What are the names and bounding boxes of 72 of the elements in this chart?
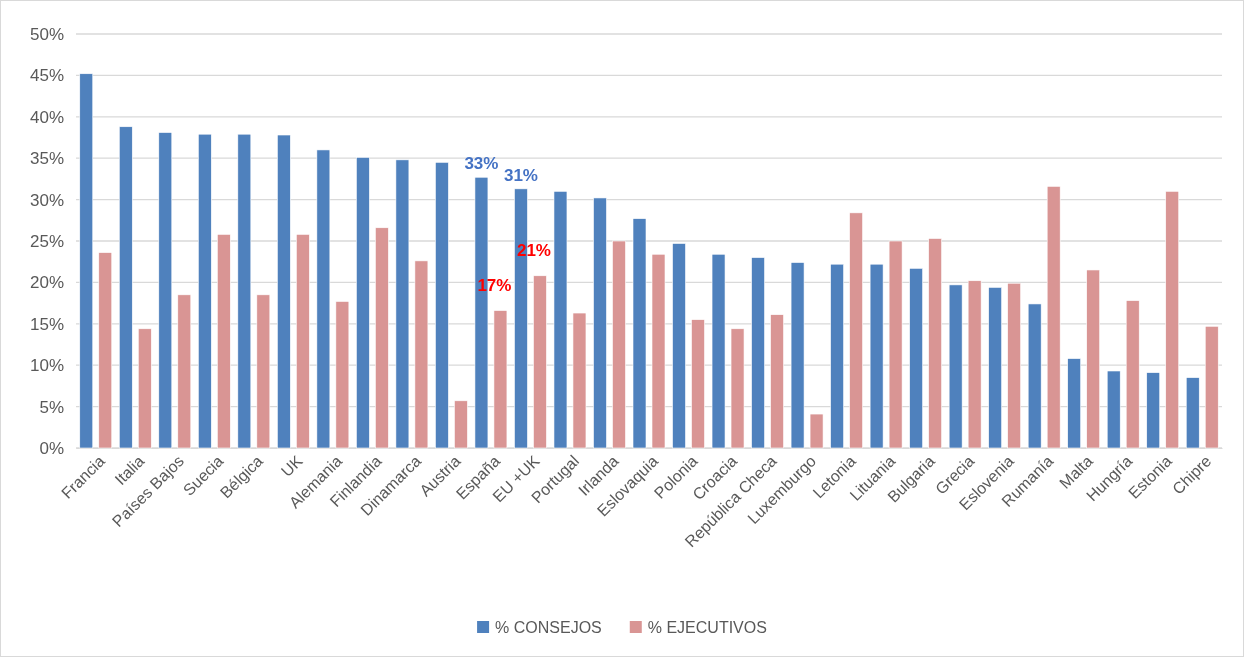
legend-label: % EJECUTIVOS — [647, 618, 767, 636]
bar — [1146, 372, 1161, 449]
bar — [435, 162, 449, 449]
bar — [533, 275, 547, 449]
data-label: 31% — [503, 165, 538, 185]
bar — [1046, 186, 1061, 449]
bar — [137, 328, 152, 449]
bar — [198, 133, 212, 449]
bar — [672, 243, 686, 449]
bar — [414, 260, 429, 449]
bar — [79, 73, 94, 449]
bar — [711, 253, 726, 449]
bar — [1204, 325, 1219, 449]
bar — [770, 314, 784, 449]
bar — [751, 257, 765, 449]
y-tick-label: 30% — [29, 190, 64, 210]
y-tick-label: 10% — [29, 356, 64, 376]
bar — [118, 126, 133, 449]
bar — [928, 238, 942, 449]
bar — [632, 218, 647, 449]
bar — [316, 149, 331, 449]
bar — [395, 159, 410, 449]
bar — [830, 263, 844, 449]
bar — [158, 132, 173, 449]
bar — [1185, 377, 1200, 449]
bar — [909, 268, 923, 449]
bar — [1027, 303, 1042, 449]
bar — [375, 227, 389, 449]
y-tick-label: 20% — [29, 273, 64, 293]
bar — [296, 234, 310, 449]
bar — [967, 280, 982, 449]
y-tick-label: 35% — [29, 149, 64, 169]
bar — [888, 240, 903, 449]
y-tick-label: 50% — [29, 24, 64, 44]
bar — [256, 294, 271, 449]
bar — [730, 328, 745, 449]
bar — [454, 400, 468, 449]
data-label: 33% — [464, 154, 499, 174]
bar — [809, 413, 824, 449]
bar — [572, 312, 587, 449]
bar — [1125, 300, 1140, 449]
bar — [356, 157, 370, 449]
bar — [237, 133, 252, 449]
bar — [553, 191, 568, 449]
bar — [849, 212, 863, 449]
y-tick-label: 40% — [29, 107, 64, 127]
bar — [98, 252, 113, 449]
bar — [948, 284, 963, 449]
y-tick-label: 25% — [29, 231, 64, 251]
bar — [1086, 269, 1100, 449]
bar — [691, 319, 705, 449]
bar — [593, 197, 607, 449]
bar — [1007, 282, 1021, 449]
bar — [988, 287, 1002, 449]
legend-label: % CONSEJOS — [495, 618, 602, 636]
bar — [177, 294, 192, 449]
bar — [217, 234, 231, 449]
bar — [1067, 358, 1081, 449]
bar — [612, 240, 626, 449]
y-tick-label: 5% — [39, 397, 64, 417]
bar — [790, 262, 805, 449]
bar — [651, 253, 666, 449]
bar — [277, 134, 291, 449]
y-tick-label: 15% — [29, 314, 64, 334]
y-tick-label: 45% — [29, 66, 64, 86]
bar — [1165, 191, 1180, 449]
y-tick-label: 0% — [39, 438, 64, 458]
x-tick-label: Italia — [111, 452, 148, 489]
bar — [493, 310, 508, 449]
bar — [869, 263, 884, 449]
bar — [335, 301, 350, 449]
bar — [1106, 370, 1121, 449]
